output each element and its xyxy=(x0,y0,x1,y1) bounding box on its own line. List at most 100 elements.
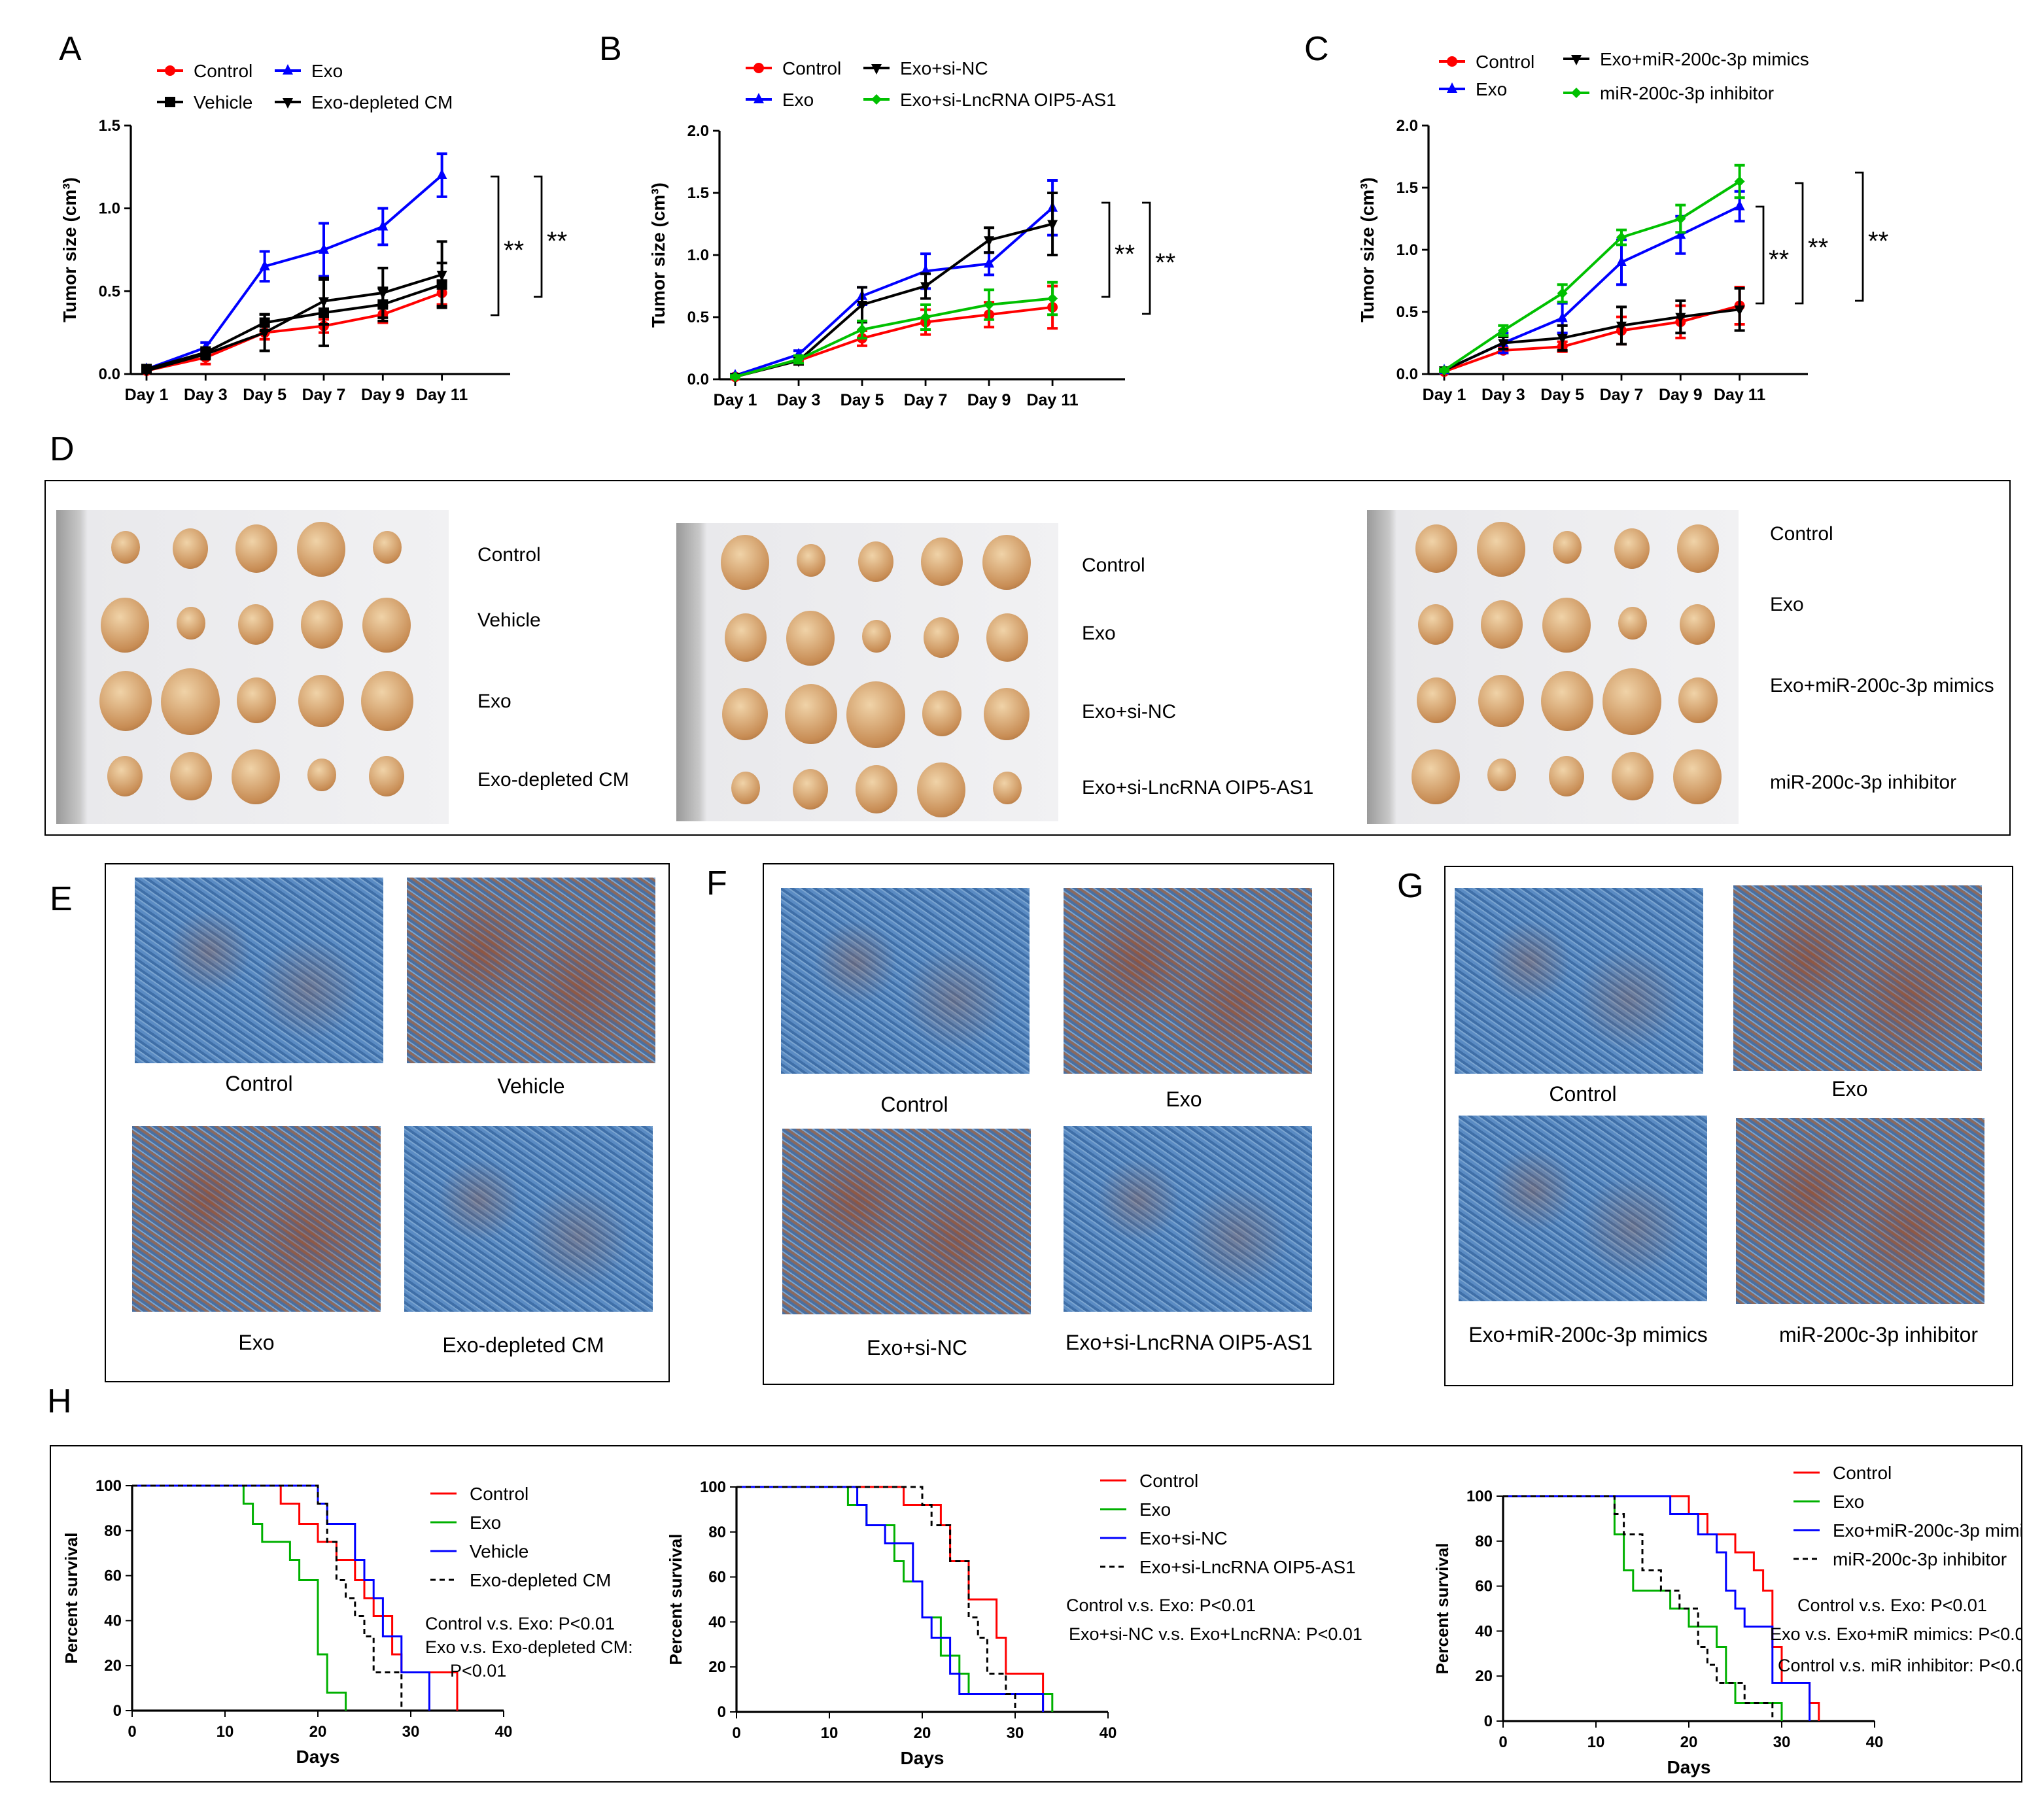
legend-label: Control xyxy=(782,58,841,78)
significance-marker: ** xyxy=(504,236,524,265)
legend-label: Exo xyxy=(1139,1499,1171,1520)
y-tick-label: 2.0 xyxy=(1396,117,1418,135)
survival-curve-control xyxy=(132,1484,459,1711)
legend-marker xyxy=(1571,55,1582,65)
stat-annotation: Exo v.s. Exo-depleted CM: xyxy=(425,1637,633,1657)
y-tick-label: 80 xyxy=(708,1524,726,1541)
data-point xyxy=(857,324,868,335)
series-control xyxy=(141,280,447,376)
legend-label: Exo xyxy=(311,61,343,81)
x-axis-label: Days xyxy=(1667,1757,1711,1777)
panel-d-tumor-photos: Control Vehicle Exo Exo-depleted CM Control E… xyxy=(44,480,2011,836)
tumor xyxy=(99,671,151,731)
ihc-label: Exo xyxy=(238,1333,275,1355)
data-point xyxy=(1557,288,1568,299)
data-point xyxy=(1675,313,1686,324)
survival-curve-exo-depleted-cm xyxy=(132,1484,403,1711)
y-tick-label: 40 xyxy=(708,1613,726,1631)
data-point xyxy=(1616,321,1627,332)
legend-label: Control xyxy=(470,1484,528,1504)
tumor xyxy=(1552,531,1581,564)
x-tick-label: 30 xyxy=(402,1723,420,1741)
tumor xyxy=(235,524,277,573)
ihc-image-mimics xyxy=(1459,1116,1707,1301)
x-tick-label: 0 xyxy=(732,1724,740,1742)
tumor-photo-2 xyxy=(676,523,1058,821)
x-tick-label: 20 xyxy=(309,1723,327,1741)
tumor xyxy=(858,541,893,582)
legend-marker xyxy=(283,98,293,109)
tumor xyxy=(173,528,208,569)
series-exo-depleted-cm xyxy=(141,240,447,377)
series-exo xyxy=(730,179,1058,380)
data-point xyxy=(1734,305,1745,316)
ihc-image-exo-si-nc xyxy=(782,1129,1031,1314)
y-tick-label: 80 xyxy=(104,1522,122,1540)
tumor xyxy=(362,597,411,653)
tumor xyxy=(1549,755,1584,796)
survival-curve-control xyxy=(736,1486,1045,1712)
tumor-growth-chart-a: 0.0 0.5 1.0 1.5 Day 1 Day 3 Day 5 Day 7 Day 9 Day… xyxy=(60,61,567,404)
significance-bracket xyxy=(534,175,543,298)
stat-annotation: Exo v.s. Exo+miR mimics: P<0.01 xyxy=(1770,1624,2021,1644)
y-tick-label: 100 xyxy=(1466,1488,1493,1505)
tumor xyxy=(1418,604,1453,645)
y-tick-label: 20 xyxy=(1475,1667,1493,1685)
significance-bracket xyxy=(1142,201,1151,315)
legend-label: Exo+si-LncRNA OIP5-AS1 xyxy=(1139,1557,1356,1577)
y-axis-label: Percent survival xyxy=(1432,1543,1452,1675)
data-point xyxy=(436,271,447,281)
y-tick-label: 0.5 xyxy=(99,282,120,300)
data-point xyxy=(1557,311,1568,322)
tumor-row-label: Exo+si-NC xyxy=(1082,701,1177,723)
y-tick-label: 0.0 xyxy=(687,371,709,388)
significance-marker: ** xyxy=(1115,240,1135,269)
ihc-label: Exo-depleted CM xyxy=(442,1335,604,1358)
data-point xyxy=(318,243,329,254)
stat-annotation: P<0.01 xyxy=(450,1661,506,1681)
survival-chart-1: 0 20 40 60 80 100 0 10 20 30 40 Days Percent surviva… xyxy=(61,1477,633,1767)
survival-chart-3: 0 20 40 60 80 100 0 10 20 30 40 Days Percent surviva… xyxy=(1432,1463,2021,1777)
series-line xyxy=(735,305,1053,379)
survival-curve-control xyxy=(1503,1495,1820,1721)
x-tick-label: 40 xyxy=(1100,1724,1117,1742)
series-vehicle xyxy=(141,262,447,375)
data-point xyxy=(141,366,152,377)
ihc-label: Exo+si-LncRNA OIP5-AS1 xyxy=(1065,1333,1313,1355)
y-tick-label: 0.5 xyxy=(687,309,709,326)
x-tick-label: 10 xyxy=(217,1723,234,1741)
tumor xyxy=(861,620,890,653)
x-axis-label: Days xyxy=(901,1748,944,1768)
tumor xyxy=(786,610,835,666)
panel-label-c: C xyxy=(1304,29,1329,68)
x-tick-label: 0 xyxy=(128,1723,136,1741)
significance-marker: ** xyxy=(1155,248,1175,277)
legend-label: Control xyxy=(194,61,252,81)
series-exo xyxy=(1439,190,1745,375)
x-tick-label: Day 3 xyxy=(184,386,228,404)
tumor xyxy=(724,613,766,662)
x-tick-label: Day 11 xyxy=(416,386,468,404)
data-point xyxy=(1557,333,1568,345)
legend-label: Exo-depleted CM xyxy=(311,92,453,112)
survival-curve-vehicle xyxy=(132,1484,430,1711)
tumor xyxy=(1673,749,1722,805)
tumor xyxy=(731,772,759,805)
legend-label: Exo+si-LncRNA OIP5-AS1 xyxy=(900,90,1117,110)
data-point xyxy=(377,288,389,299)
tumor xyxy=(1478,674,1524,727)
x-tick-label: Day 9 xyxy=(361,386,405,404)
panel-g-ihc: Control Exo Exo+miR-200c-3p mimics miR-2… xyxy=(1444,866,2013,1386)
series-line xyxy=(735,222,1053,379)
y-tick-label: 0.0 xyxy=(1396,366,1418,383)
x-tick-label: Day 5 xyxy=(840,391,884,409)
legend-marker xyxy=(871,64,882,75)
tumor xyxy=(1477,521,1525,577)
tumor xyxy=(232,749,280,805)
series-exo-si-lncrna-oip5-as1 xyxy=(730,281,1058,383)
x-tick-label: 40 xyxy=(1866,1733,1884,1751)
legend-marker xyxy=(283,64,293,75)
tumor xyxy=(721,534,769,590)
tumor-row-label: Exo-depleted CM xyxy=(477,769,629,791)
